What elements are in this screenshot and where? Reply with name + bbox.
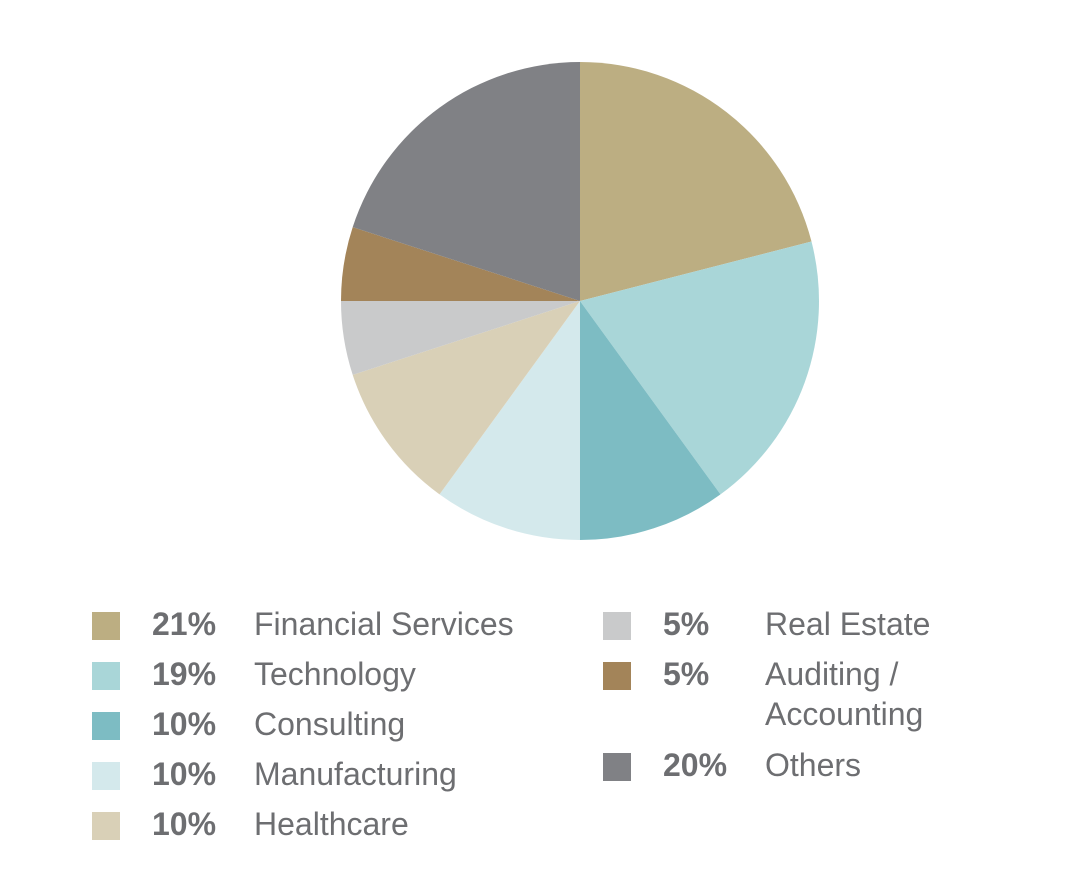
legend-swatch <box>92 612 120 640</box>
legend-percent: 10% <box>152 806 217 842</box>
legend-label: Auditing / Accounting <box>765 656 924 732</box>
legend-swatch <box>92 762 120 790</box>
legend-swatch <box>603 753 631 781</box>
legend-percent: 20% <box>663 747 728 783</box>
legend-label: Healthcare <box>254 806 409 842</box>
legend-label: Consulting <box>254 706 406 742</box>
legend-percent: 19% <box>152 656 217 692</box>
pie-slice-consulting <box>580 301 721 540</box>
legend-swatch <box>603 612 631 640</box>
legend-swatch <box>92 812 120 840</box>
pie-slice-financial-services <box>580 62 812 301</box>
legend-label: Others <box>765 747 862 783</box>
legend-percent: 5% <box>663 656 710 692</box>
legend-swatch <box>92 712 120 740</box>
legend-label: Manufacturing <box>254 756 457 792</box>
pie-slice-healthcare <box>352 301 580 495</box>
legend-label: Financial Services <box>254 606 514 642</box>
pie-slice-real-estate <box>341 301 580 375</box>
legend-percent: 5% <box>663 606 710 642</box>
legend-percent: 21% <box>152 606 217 642</box>
pie-slice-manufacturing <box>439 301 580 540</box>
legend-swatch <box>603 662 631 690</box>
legend-label: Technology <box>254 656 416 692</box>
legend-swatch <box>92 662 120 690</box>
legend-percent: 10% <box>152 706 217 742</box>
legend-percent: 10% <box>152 756 217 792</box>
pie-slice-others <box>352 62 580 301</box>
pie-slice-auditing-accounting <box>341 227 580 301</box>
pie-slice-technology <box>580 241 820 495</box>
legend-label: Real Estate <box>765 606 931 642</box>
